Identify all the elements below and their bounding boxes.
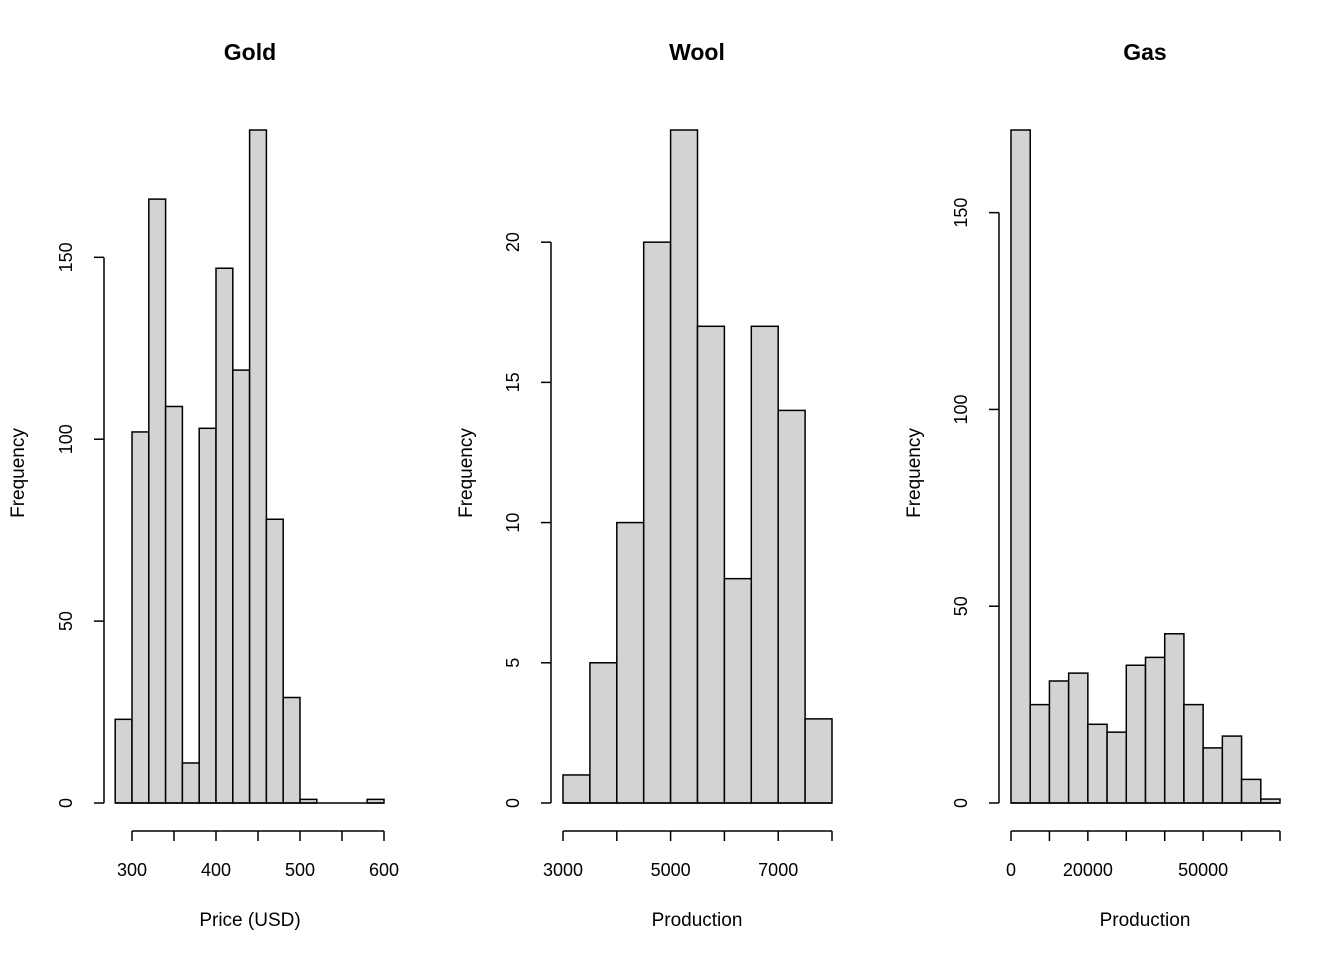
wool-x-tick-label-1: 5000	[651, 860, 691, 880]
gas-bar-5	[1106, 731, 1128, 804]
wool-xlabel: Production	[652, 910, 743, 931]
gas-bar-4	[1087, 723, 1108, 804]
wool-bar-5	[696, 325, 726, 804]
gas-title: Gas	[1123, 39, 1166, 65]
wool-x-tick-label-0: 3000	[543, 860, 583, 880]
gas-bar-0	[1010, 129, 1031, 804]
gas-ylabel: Frequency	[904, 428, 925, 518]
wool-bar-3	[642, 241, 672, 804]
wool-y-tick-label-4: 20	[503, 232, 523, 252]
gold-y-tick-label-3: 150	[56, 242, 76, 272]
gold-xlabel: Price (USD)	[199, 910, 300, 931]
gold-title: Gold	[224, 39, 276, 65]
gold-x-tick-label-1: 400	[201, 860, 231, 880]
gold-bar-10	[282, 696, 301, 804]
wool-title: Wool	[669, 39, 725, 65]
gas-xlabel: Production	[1100, 910, 1191, 931]
gas-x-tick-label-2: 50000	[1178, 860, 1228, 880]
gold-y-tick-label-1: 50	[56, 611, 76, 631]
gold-ylabel: Frequency	[8, 428, 29, 518]
gold-y-tick-label-0: 0	[56, 798, 76, 808]
wool-y-tick-label-3: 15	[503, 372, 523, 392]
gas-y-tick-label-2: 100	[951, 394, 971, 424]
gas-bar-11	[1221, 735, 1243, 804]
gold-bar-4	[181, 762, 200, 804]
wool-y-tick-label-2: 10	[503, 513, 523, 533]
gold-histogram-panel: Gold Price (USD) Frequency 300 400 500 600 0…	[8, 39, 399, 931]
wool-bar-2	[616, 521, 645, 804]
wool-bar-8	[777, 409, 806, 804]
gold-x-tick-label-3: 600	[369, 860, 399, 880]
wool-y-tick-label-0: 0	[503, 798, 523, 808]
gas-bar-1	[1029, 703, 1051, 804]
gold-bar-1	[131, 431, 150, 804]
gas-bar-2	[1048, 680, 1070, 804]
gold-bar-8	[248, 129, 268, 804]
gas-bar-7	[1144, 656, 1166, 804]
gas-x-tick-label-1: 20000	[1063, 860, 1113, 880]
gas-y-tick-label-3: 150	[951, 198, 971, 228]
wool-bar-0	[562, 774, 591, 804]
wool-histogram-panel: Wool Production Frequency 3000 5000 7000 0 5…	[456, 39, 833, 931]
wool-x-tick-label-2: 7000	[758, 860, 798, 880]
gold-bar-3	[164, 405, 184, 804]
gas-x-tick-label-0: 0	[1006, 860, 1016, 880]
wool-bar-4	[669, 129, 699, 804]
gas-bar-6	[1125, 664, 1147, 804]
wool-bar-9	[804, 718, 833, 804]
gold-bar-7	[232, 369, 251, 804]
wool-bar-6	[723, 577, 753, 804]
gold-x-tick-label-0: 300	[117, 860, 147, 880]
gas-y-tick-label-0: 0	[951, 798, 971, 808]
gas-bar-12	[1240, 778, 1262, 804]
gas-bar-8	[1163, 633, 1185, 804]
wool-bar-7	[750, 325, 779, 804]
gas-bar-3	[1067, 672, 1089, 804]
gas-y-tick-label-1: 50	[951, 596, 971, 616]
gold-bar-9	[265, 518, 284, 804]
wool-bar-1	[589, 662, 618, 804]
gold-y-tick-label-2: 100	[56, 424, 76, 454]
gold-bar-2	[148, 198, 167, 804]
gold-bar-6	[215, 267, 234, 804]
wool-y-tick-label-1: 5	[503, 658, 523, 668]
gold-bar-0	[114, 718, 133, 804]
gold-bar-5	[198, 427, 217, 804]
wool-ylabel: Frequency	[456, 428, 477, 518]
gas-histogram-panel: Gas Production Frequency 0 20000 50000 0 50 1…	[904, 39, 1281, 931]
gold-x-tick-label-2: 500	[285, 860, 315, 880]
gas-bar-9	[1183, 703, 1204, 804]
gas-bar-10	[1202, 747, 1224, 804]
